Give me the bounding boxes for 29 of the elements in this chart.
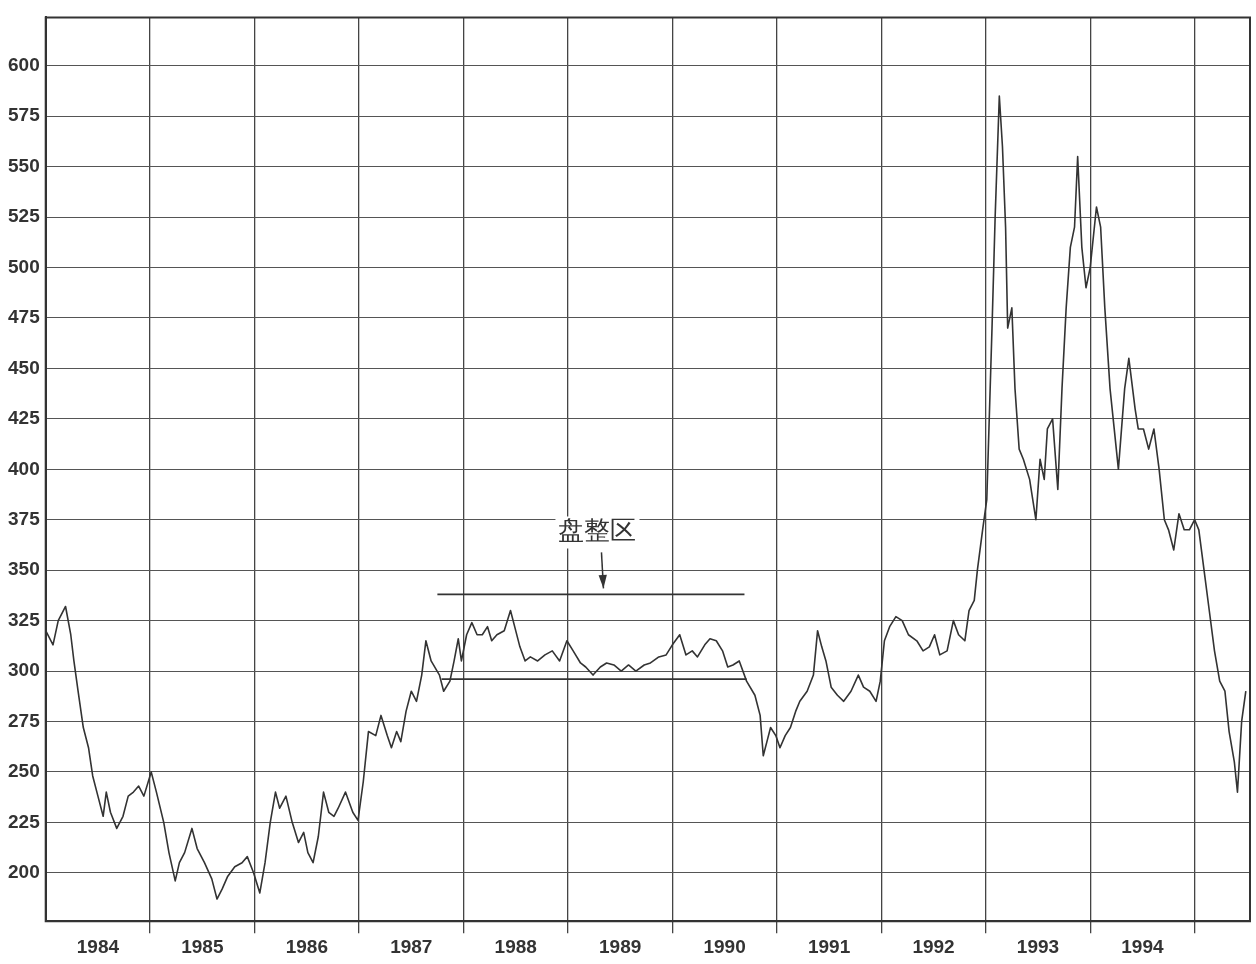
x-tick-label: 1990: [703, 935, 746, 957]
x-tick-label: 1992: [912, 935, 955, 957]
y-tick-label: 275: [8, 709, 41, 731]
x-tick-label: 1991: [807, 935, 851, 957]
y-tick-label: 475: [8, 306, 41, 328]
y-tick-label: 450: [8, 356, 40, 378]
x-tick-label: 1993: [1016, 935, 1060, 957]
y-tick-label: 300: [8, 659, 40, 681]
y-tick-label: 525: [8, 205, 41, 227]
y-tick-label: 550: [8, 154, 40, 176]
y-tick-label: 600: [8, 54, 40, 76]
y-tick-label: 375: [8, 507, 41, 529]
x-tick-label: 1989: [599, 935, 642, 957]
y-tick-label: 225: [8, 810, 41, 832]
y-tick-label: 500: [8, 255, 40, 277]
y-tick-label: 325: [8, 608, 41, 630]
x-tick-label: 1984: [76, 935, 120, 957]
y-tick-label: 250: [8, 760, 40, 782]
x-tick-label: 1985: [181, 935, 224, 957]
y-tick-label: 350: [8, 558, 40, 580]
x-tick-label: 1988: [494, 935, 537, 957]
x-tick-label: 1987: [390, 935, 433, 957]
x-tick-label: 1994: [1121, 935, 1164, 957]
annotation: 盘整区: [558, 515, 637, 546]
y-tick-label: 400: [8, 457, 40, 479]
y-tick-label: 200: [8, 861, 40, 883]
y-tick-label: 575: [8, 104, 41, 126]
x-tick-label: 1986: [285, 935, 328, 957]
y-tick-label: 425: [8, 407, 41, 429]
